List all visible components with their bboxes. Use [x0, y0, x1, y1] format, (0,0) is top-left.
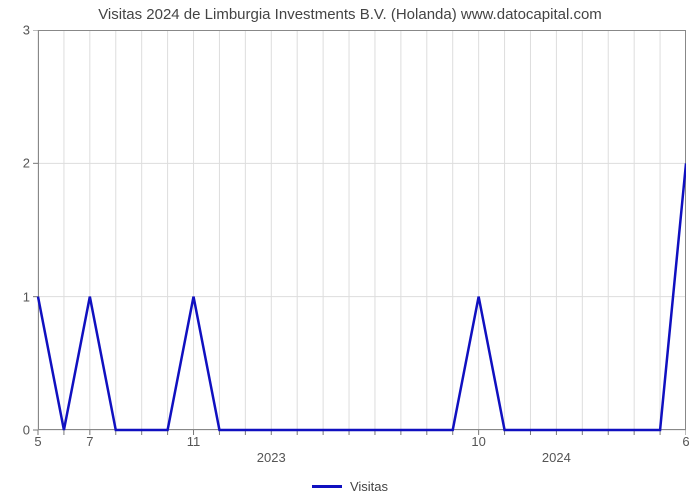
x-tick-label: 11 [187, 430, 201, 449]
x-tick-label: 6 [682, 430, 689, 449]
x-tick-label: 10 [471, 430, 485, 449]
chart-svg [28, 30, 686, 440]
y-tick-label: 1 [23, 289, 38, 304]
y-tick-label: 3 [23, 23, 38, 38]
chart-title: Visitas 2024 de Limburgia Investments B.… [0, 6, 700, 23]
legend-item-visitas: Visitas [312, 479, 388, 494]
chart-container: Visitas 2024 de Limburgia Investments B.… [0, 0, 700, 500]
plot-area: 0123571110620232024 [38, 30, 686, 430]
y-tick-label: 2 [23, 156, 38, 171]
x-tick-label: 5 [34, 430, 41, 449]
x-tick-label: 7 [86, 430, 93, 449]
legend-swatch [312, 485, 342, 488]
legend-label: Visitas [350, 479, 388, 494]
legend: Visitas [0, 476, 700, 494]
x-tick-year-label: 2024 [542, 430, 571, 465]
x-tick-year-label: 2023 [257, 430, 286, 465]
